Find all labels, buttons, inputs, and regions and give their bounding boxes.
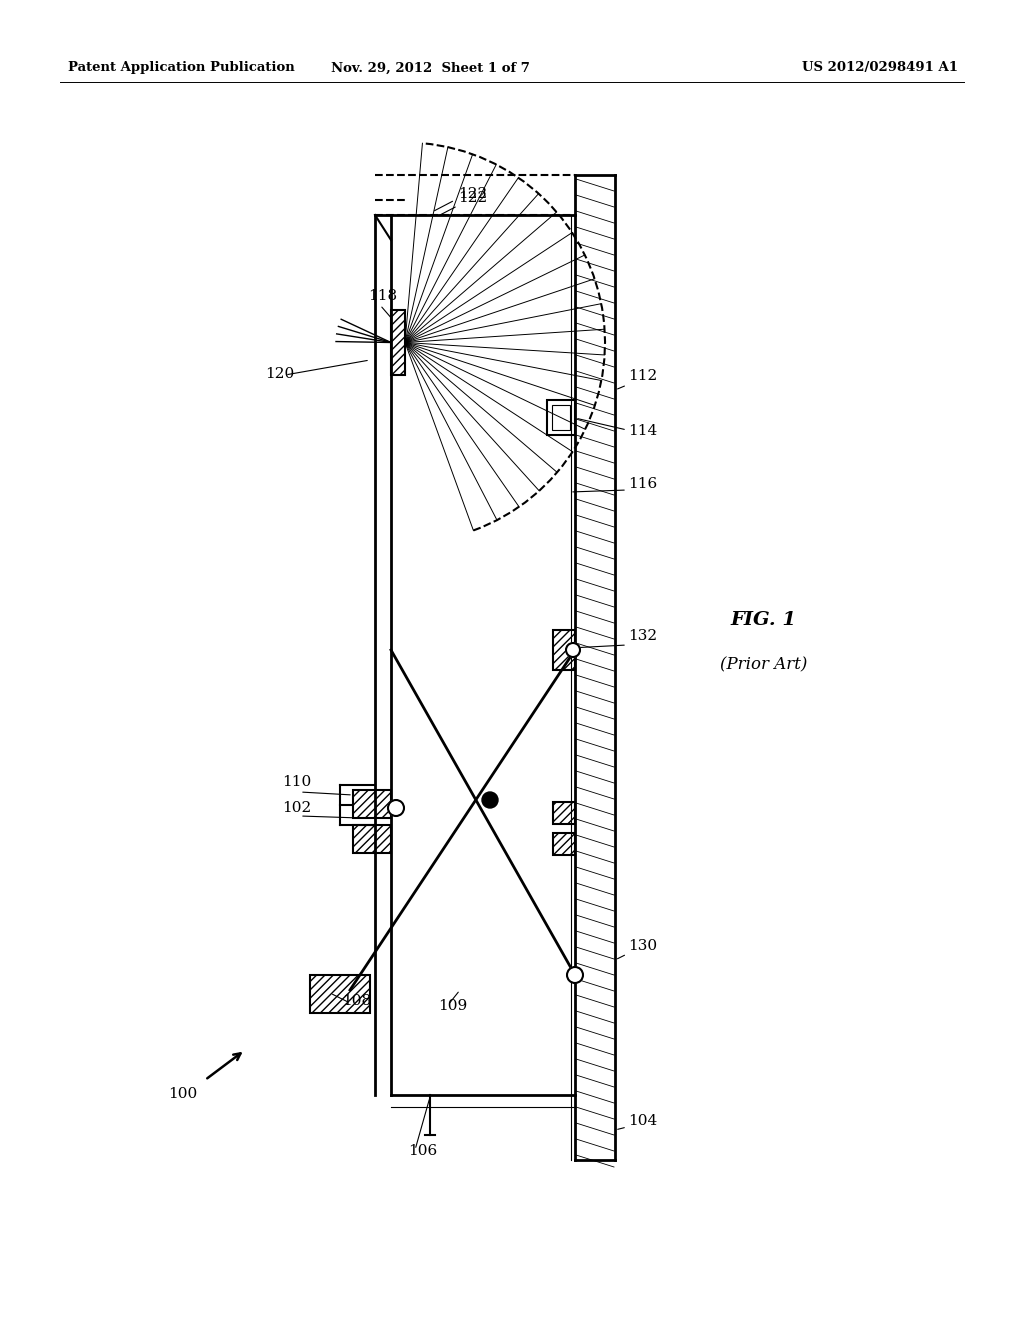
Circle shape (388, 800, 404, 816)
Circle shape (482, 792, 498, 808)
Text: 122: 122 (440, 191, 487, 215)
Bar (552, 405, 570, 430)
Text: 108: 108 (342, 994, 371, 1008)
Text: 100: 100 (168, 1086, 198, 1101)
Circle shape (567, 968, 583, 983)
Bar (391, 310, 406, 375)
Circle shape (566, 643, 580, 657)
Text: 116: 116 (628, 477, 657, 491)
Text: 109: 109 (438, 999, 467, 1012)
Text: 106: 106 (408, 1144, 437, 1158)
Text: 118: 118 (368, 289, 397, 304)
Text: 132: 132 (628, 630, 657, 643)
Text: Patent Application Publication: Patent Application Publication (68, 62, 295, 74)
Bar (547, 400, 575, 436)
Text: (Prior Art): (Prior Art) (720, 656, 807, 673)
Text: US 2012/0298491 A1: US 2012/0298491 A1 (802, 62, 958, 74)
Text: FIG. 1: FIG. 1 (730, 611, 796, 630)
Text: 102: 102 (282, 801, 311, 814)
Text: 120: 120 (265, 367, 294, 381)
Text: 114: 114 (628, 424, 657, 438)
Bar (353, 825, 391, 853)
Text: 130: 130 (628, 939, 657, 953)
Bar (310, 975, 370, 1012)
Bar (553, 803, 575, 824)
Text: Nov. 29, 2012  Sheet 1 of 7: Nov. 29, 2012 Sheet 1 of 7 (331, 62, 529, 74)
Bar (553, 630, 575, 671)
Text: 122: 122 (458, 187, 487, 201)
Bar (353, 789, 391, 818)
Text: 104: 104 (628, 1114, 657, 1129)
Text: 112: 112 (628, 370, 657, 383)
Bar (553, 833, 575, 855)
Text: 110: 110 (282, 775, 311, 789)
